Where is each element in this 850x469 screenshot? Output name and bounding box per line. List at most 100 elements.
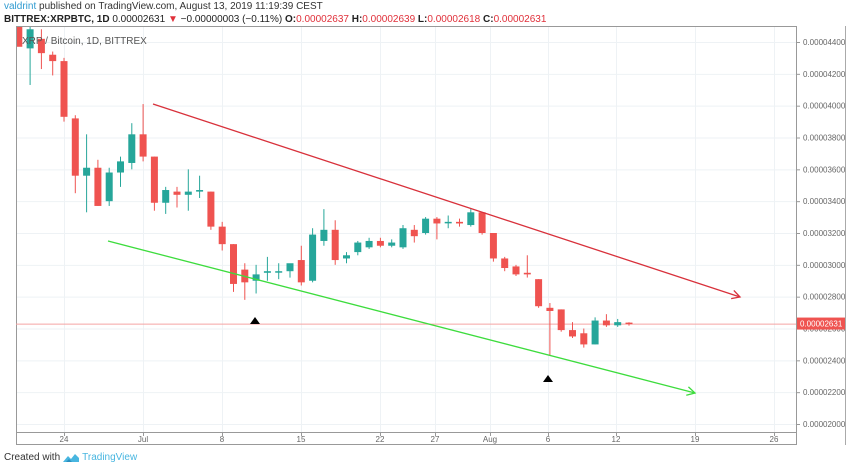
price-tick-label: 0.00002400 [803,356,846,365]
time-tick-label: 8 [220,435,225,444]
candle [37,29,45,70]
candle [71,115,79,194]
price-tick-label: 0.00002800 [803,293,846,302]
candle [365,237,373,249]
tradingview-logo-icon [63,453,80,462]
candle [456,218,463,227]
publish-info: valdrint published on TradingView.com, A… [4,1,323,12]
symbol-label: BITTREX:XRPBTC, 1D [4,14,110,25]
triangle-up-marker-icon[interactable] [543,375,553,382]
candle [297,245,305,286]
arrow-head-icon [686,386,697,396]
candle [83,134,91,213]
time-tick-label: 24 [60,435,69,444]
arrow-head-icon [731,289,742,300]
price-tick-label: 0.00003200 [803,229,846,238]
candlestick-series [17,27,633,356]
candle [535,279,543,308]
candle [230,244,237,292]
candle [591,317,599,345]
time-tick-label: Aug [483,435,497,444]
candle [128,123,136,170]
price-axis[interactable]: 0.00004400 0.00004200 0.00004000 0.00003800… [796,38,846,429]
price-tick-label: 0.00002200 [803,388,846,397]
candle [286,263,294,278]
chart-legend-title: XRP / Bitcoin, 1D, BITTREX [22,36,147,47]
price-tick-label: 0.00003400 [803,197,846,206]
price-tick-label: 0.00003000 [803,261,846,270]
candle [94,159,102,206]
time-tick-label: 6 [546,435,551,444]
candle [49,51,57,76]
candle [625,322,633,326]
time-tick-label: 22 [376,435,385,444]
time-tick-label: 15 [297,435,306,444]
candle [376,237,384,248]
candle [241,263,249,300]
candle [263,256,271,281]
candle [105,167,113,206]
candle [444,215,452,229]
time-tick-label: 12 [612,435,621,444]
footer-credit: Created with TradingView [4,452,137,463]
current-price-tag-label: 0.00002631 [800,320,843,329]
price-tick-label: 0.00004000 [803,102,846,111]
candle [196,175,204,198]
candle [173,186,181,208]
time-tick-label: 27 [431,435,440,444]
candle [331,220,339,265]
author-link[interactable]: valdrint [4,1,37,12]
candle [207,191,215,230]
candle [399,225,407,249]
candle [26,27,34,85]
tradingview-link[interactable]: TradingView [82,452,138,463]
candle [501,256,509,272]
candle [388,239,396,248]
time-tick-label: Jul [138,435,148,444]
triangle-up-marker-icon[interactable] [250,317,260,324]
candle [478,212,486,235]
change-down-arrow-icon: ▼ [167,14,178,25]
candle [580,328,588,348]
candle [557,309,565,332]
created-with-text: Created with [4,452,61,463]
candle [184,169,192,211]
last-price: 0.00002631 [112,14,166,25]
published-text: published on TradingView.com, August 13,… [39,1,323,12]
candle [467,209,475,227]
candle [17,27,23,47]
candle [422,217,430,235]
candle [275,263,283,280]
price-tick-label: 0.00003800 [803,134,846,143]
candle [150,156,158,211]
drawing-annotations[interactable] [107,103,742,396]
candle [523,255,531,278]
price-tick-label: 0.00004200 [803,70,846,79]
candle [602,314,610,327]
candle [343,252,350,264]
price-tick-label: 0.00002000 [803,420,846,429]
current-price-tag: 0.00002631 [797,317,845,330]
support-trendline[interactable] [107,240,697,396]
price-change: −0.00000003 (−0.11%) [180,14,283,25]
time-tick-label: 19 [691,435,700,444]
resistance-trendline[interactable] [152,103,742,300]
candle [410,225,418,243]
candle [546,303,554,356]
candle [614,318,622,327]
ohlc-low: L:0.00002618 [417,14,481,25]
time-axis[interactable]: 24 Jul 8 15 22 27 Aug 6 12 19 26 [60,432,779,444]
ohlc-open: O:0.00002637 [285,14,349,25]
candle [433,217,441,240]
chart-grid [16,26,796,432]
candle [117,156,124,187]
symbol-info-bar: BITTREX:XRPBTC, 1D 0.00002631 ▼ −0.00000… [4,14,546,25]
candle [569,322,576,339]
ohlc-high: H:0.00002639 [351,14,416,25]
time-tick-label: 26 [770,435,779,444]
candle [320,209,328,246]
candle [162,186,170,214]
candle [218,221,226,251]
candle [354,240,362,256]
